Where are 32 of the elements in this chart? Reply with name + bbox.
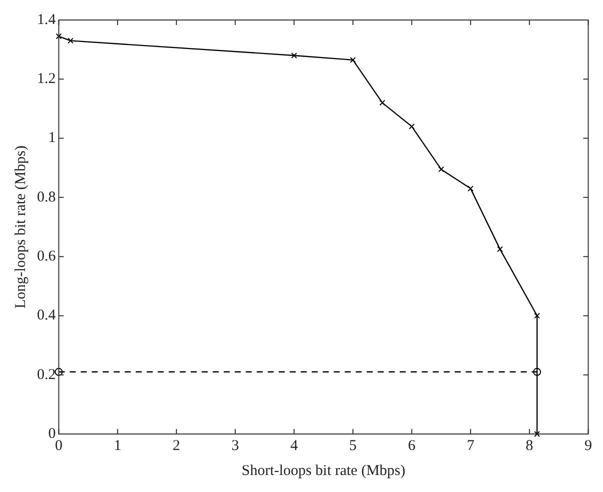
y-tick-label: 0.4 bbox=[37, 308, 56, 324]
x-axis-title: Short-loops bit rate (Mbps) bbox=[242, 462, 406, 479]
x-tick-label: 6 bbox=[408, 438, 416, 454]
point bbox=[497, 246, 503, 252]
x-tick-label: 1 bbox=[114, 438, 122, 454]
x-tick-label: 9 bbox=[584, 438, 592, 454]
point bbox=[533, 368, 542, 376]
x-tick-label: 5 bbox=[349, 438, 357, 454]
point bbox=[350, 56, 356, 63]
point bbox=[534, 431, 540, 437]
y-tick-label: 0 bbox=[48, 426, 56, 442]
point bbox=[291, 52, 298, 58]
x-tick-label: 8 bbox=[526, 438, 534, 454]
point bbox=[534, 312, 540, 319]
y-tick-label: 1.4 bbox=[37, 12, 56, 28]
y-tick-label: 1.2 bbox=[37, 71, 56, 88]
point bbox=[379, 100, 386, 106]
x-tick-label: 3 bbox=[232, 438, 239, 454]
point bbox=[56, 33, 62, 40]
point bbox=[438, 166, 444, 172]
y-tick-label: 1 bbox=[48, 130, 56, 146]
x-tick-label: 7 bbox=[466, 438, 475, 454]
y-tick-label: 0.8 bbox=[37, 189, 56, 206]
x-tick-label: 4 bbox=[290, 438, 298, 454]
point bbox=[68, 38, 74, 44]
y-tick-label: 0.6 bbox=[37, 248, 56, 265]
point bbox=[468, 186, 474, 192]
x-tick-label: 2 bbox=[172, 438, 180, 454]
point bbox=[408, 123, 415, 130]
y-tick-label: 0.2 bbox=[37, 366, 56, 383]
point bbox=[54, 368, 63, 376]
y-axis-title: Long-loops bit rate (Mbps) bbox=[12, 146, 29, 308]
